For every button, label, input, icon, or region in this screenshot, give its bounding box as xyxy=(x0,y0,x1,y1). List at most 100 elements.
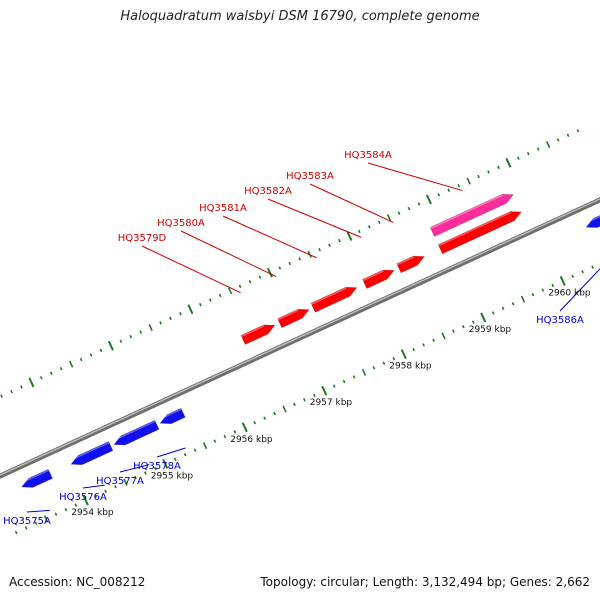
scale-layer: 2954 kbp 2955 kbp 2956 kbp 2957 kbp 2958 kbp… xyxy=(71,288,591,518)
forward-tick xyxy=(377,220,381,224)
forward-tick xyxy=(258,275,262,279)
forward-tick xyxy=(278,266,282,270)
forward-tick xyxy=(516,156,520,160)
forward-tick xyxy=(59,366,63,371)
forward-tick xyxy=(425,194,432,205)
forward-tick xyxy=(487,170,490,174)
gene-arrow-HQ3578A xyxy=(159,407,186,425)
reverse-tick xyxy=(223,434,227,439)
forward-tick xyxy=(238,284,242,289)
gene-arrow-HQ3583A xyxy=(396,255,426,274)
topology-summary: Topology: circular; Length: 3,132,494 bp… xyxy=(260,575,590,589)
forward-tick xyxy=(139,330,143,334)
forward-tick xyxy=(107,340,114,351)
forward-tick xyxy=(407,206,411,211)
forward-tick xyxy=(386,214,392,222)
reverse-tick xyxy=(422,343,425,347)
gene-shine xyxy=(396,256,415,266)
gene-arrow-HQ3586A xyxy=(585,214,600,228)
reverse-tick xyxy=(233,430,237,434)
gene-label-HQ3579D: HQ3579D xyxy=(118,233,167,244)
leader-HQ3579D xyxy=(141,245,241,294)
gene-arrow-HQ3584A xyxy=(429,193,515,237)
gene-label-HQ3586A: HQ3586A xyxy=(536,315,584,326)
reverse-tick xyxy=(312,393,316,397)
backbone xyxy=(0,197,600,479)
accession-text: Accession: NC_008212 xyxy=(9,575,146,589)
reverse-tick xyxy=(321,385,328,396)
tick-layer xyxy=(0,129,594,535)
reverse-tick xyxy=(591,265,594,269)
reverse-tick xyxy=(43,515,49,523)
forward-tick xyxy=(556,138,560,142)
reverse-tick xyxy=(400,349,407,360)
forward-tick xyxy=(148,323,153,332)
forward-tick xyxy=(79,357,83,362)
reverse-tick xyxy=(501,306,505,311)
gene-shine xyxy=(111,420,156,442)
leader-HQ3583A xyxy=(309,183,394,223)
reverse-tick xyxy=(520,295,526,303)
forward-tick xyxy=(497,165,500,170)
forward-tick xyxy=(576,129,580,133)
reverse-tick xyxy=(134,475,137,480)
gene-label-HQ3582A: HQ3582A xyxy=(244,186,292,197)
gene-label-HQ3576A: HQ3576A xyxy=(59,492,107,503)
forward-tick xyxy=(159,321,162,325)
gene-arrow-HQ3577A xyxy=(113,419,160,446)
forward-tick xyxy=(338,238,341,243)
forward-tick xyxy=(288,261,292,266)
reverse-tick xyxy=(541,288,545,292)
scale-label: 2958 kbp xyxy=(389,362,432,372)
forward-tick xyxy=(457,183,461,188)
forward-tick xyxy=(447,188,451,192)
gene-arrow-HQ3581A xyxy=(310,286,358,313)
reverse-tick xyxy=(64,507,68,512)
reverse-tick xyxy=(412,347,416,352)
gene-arrow-HQ3575A xyxy=(21,468,53,488)
leader-HQ3586A xyxy=(559,268,600,312)
forward-tick xyxy=(357,229,361,234)
reverse-tick xyxy=(114,485,117,489)
forward-tick xyxy=(227,287,233,295)
gene-shine xyxy=(362,270,384,282)
reverse-tick xyxy=(54,512,58,516)
gene-label-HQ3583A: HQ3583A xyxy=(286,171,334,182)
reverse-tick xyxy=(511,302,515,306)
reverse-tick xyxy=(392,356,396,361)
map-title: Haloquadratum walsbyi DSM 16790, complet… xyxy=(120,9,480,24)
forward-tick xyxy=(318,248,321,252)
forward-tick xyxy=(208,298,212,302)
reverse-tick xyxy=(202,442,208,450)
scale-label: 2956 kbp xyxy=(230,435,273,445)
reverse-tick xyxy=(213,439,217,443)
forward-tick xyxy=(187,304,194,315)
reverse-tick xyxy=(382,361,386,365)
gene-shine xyxy=(19,469,50,485)
reverse-tick xyxy=(153,466,157,471)
forward-tick xyxy=(417,202,421,206)
gene-shine xyxy=(438,211,511,247)
forward-tick xyxy=(397,211,401,215)
reverse-tick xyxy=(253,421,257,425)
leader-HQ3581A xyxy=(222,215,317,259)
forward-tick xyxy=(99,348,103,353)
gene-label-HQ3575A: HQ3575A xyxy=(3,516,51,527)
backbone-line xyxy=(0,197,600,479)
gene-layer xyxy=(19,193,600,488)
reverse-tick xyxy=(293,402,296,407)
reverse-tick xyxy=(24,526,28,530)
leader-HQ3576A xyxy=(82,484,105,489)
gene-label-HQ3584A: HQ3584A xyxy=(344,150,392,161)
forward-tick xyxy=(437,193,441,197)
leader-HQ3584A xyxy=(367,162,463,192)
reverse-tick xyxy=(581,270,584,274)
forward-tick xyxy=(129,334,133,339)
scale-label: 2959 kbp xyxy=(469,325,512,335)
reverse-tick xyxy=(441,332,446,340)
leader-layer xyxy=(26,162,600,513)
forward-tick xyxy=(179,312,182,316)
forward-tick xyxy=(346,231,353,241)
